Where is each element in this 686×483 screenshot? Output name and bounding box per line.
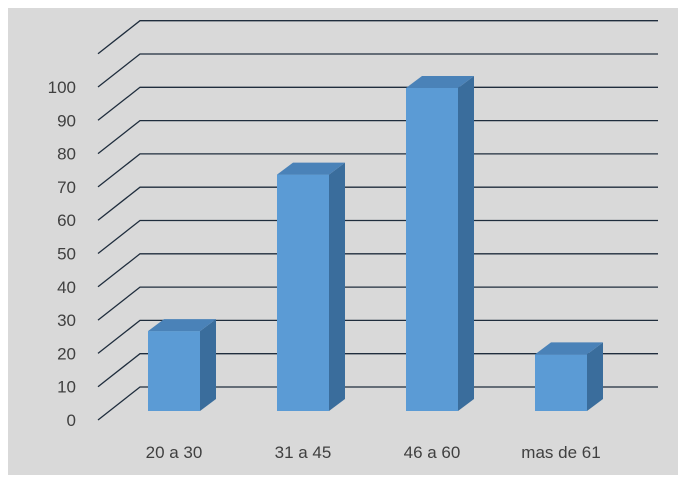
gridline bbox=[97, 319, 658, 354]
bar-top bbox=[535, 342, 603, 355]
bar-top bbox=[277, 162, 345, 175]
y-tick-label: 40 bbox=[57, 278, 76, 297]
x-category-label: 20 a 30 bbox=[146, 443, 203, 462]
y-tick-label: 20 bbox=[57, 344, 76, 363]
x-category-label: mas de 61 bbox=[521, 443, 600, 462]
bar-front bbox=[277, 174, 329, 411]
bar-side bbox=[200, 319, 216, 411]
bar-front bbox=[535, 354, 587, 411]
gridline bbox=[97, 20, 658, 55]
y-tick-label: 50 bbox=[57, 245, 76, 264]
gridline bbox=[97, 386, 658, 421]
gridline bbox=[97, 219, 658, 255]
bar-top bbox=[148, 319, 216, 332]
bar-front bbox=[148, 331, 200, 411]
y-tick-label: 60 bbox=[57, 211, 76, 230]
y-tick-label: 0 bbox=[67, 411, 76, 430]
bar-front bbox=[406, 87, 458, 412]
y-tick-label: 70 bbox=[57, 178, 76, 197]
gridline bbox=[97, 53, 658, 88]
gridline bbox=[97, 286, 658, 321]
gridline bbox=[97, 86, 658, 121]
y-tick-label: 100 bbox=[48, 78, 76, 97]
bar-side bbox=[587, 342, 603, 411]
y-tick-label: 90 bbox=[57, 111, 76, 130]
y-tick-label: 80 bbox=[57, 145, 76, 164]
gridline bbox=[97, 119, 658, 155]
bar-side bbox=[458, 75, 474, 412]
gridline bbox=[97, 186, 658, 221]
gridline bbox=[97, 353, 658, 388]
y-tick-label: 30 bbox=[57, 311, 76, 330]
x-category-label: 31 a 45 bbox=[275, 443, 332, 462]
gridline bbox=[97, 253, 658, 288]
bar-side bbox=[329, 162, 345, 411]
x-category-label: 46 a 60 bbox=[404, 443, 461, 462]
bar-top bbox=[406, 75, 474, 88]
y-tick-label: 10 bbox=[57, 378, 76, 397]
gridline bbox=[97, 153, 658, 188]
